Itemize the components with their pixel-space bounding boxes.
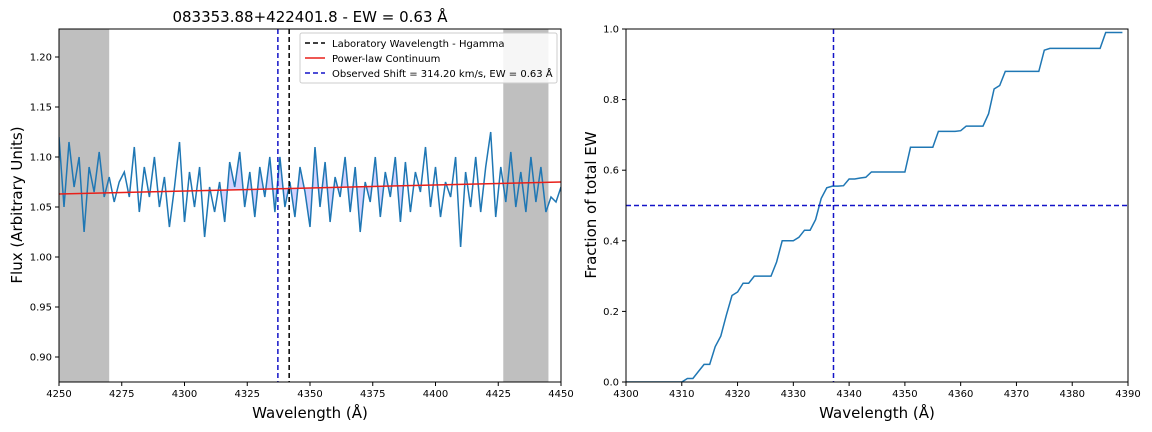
right-y-tick-label: 0.2 (603, 307, 619, 318)
right-x-tick-label: 4300 (613, 389, 638, 400)
right-x-ticks: 4300 4310 4320 4330 4340 4350 4360 4370 4380 4390 (613, 382, 1141, 400)
cumulative-ew-panel: 4300 4310 4320 4330 4340 4350 4360 4370 4380 4390… (582, 25, 1141, 423)
left-y-tick-label: 1.20 (30, 53, 52, 64)
left-x-tick-label: 4250 (46, 389, 71, 400)
left-y-tick-label: 0.95 (30, 303, 52, 314)
right-y-axis-label: Fraction of total EW (582, 131, 600, 278)
left-x-tick-label: 4450 (548, 389, 573, 400)
legend-entry-lab: Laboratory Wavelength - Hgamma (332, 39, 505, 50)
left-x-tick-label: 4275 (109, 389, 134, 400)
left-x-ticks: 4250 4275 4300 4325 4350 4375 4400 4425 4450 (46, 382, 574, 400)
spectrum-panel: 4250 4275 4300 4325 4350 4375 4400 4425 4450 0.9… (8, 7, 574, 422)
legend-box (299, 32, 558, 84)
left-x-tick-label: 4325 (235, 389, 260, 400)
spectrum-lines (59, 29, 561, 382)
right-x-tick-label: 4390 (1115, 389, 1140, 400)
left-chart-title: 083353.88+422401.8 - EW = 0.63 Å (172, 7, 448, 26)
left-y-tick-label: 1.10 (30, 153, 52, 164)
left-y-axis-label: Flux (Arbitrary Units) (8, 126, 26, 283)
left-y-tick-label: 0.90 (30, 353, 52, 364)
right-x-tick-label: 4380 (1059, 389, 1084, 400)
right-y-tick-label: 0.0 (603, 378, 619, 389)
left-y-tick-label: 1.15 (30, 103, 52, 114)
excluded-region-0 (59, 29, 110, 382)
left-y-tick-label: 1.05 (30, 203, 52, 214)
left-x-axis-label: Wavelength (Å) (252, 403, 368, 422)
right-x-tick-label: 4340 (836, 389, 861, 400)
legend-entry-observed: Observed Shift = 314.20 km/s, EW = 0.63 … (332, 67, 553, 80)
cumulative-lines (626, 29, 1128, 382)
right-axes-frame (625, 28, 1129, 383)
right-x-tick-label: 4360 (948, 389, 973, 400)
cumulative-ew-line (626, 31, 1123, 382)
left-x-tick-label: 4375 (360, 389, 385, 400)
right-y-tick-label: 0.6 (603, 166, 619, 177)
left-x-tick-label: 4300 (172, 389, 197, 400)
continuum-line (59, 181, 561, 195)
right-y-tick-label: 1.0 (603, 25, 619, 36)
legend: Laboratory Wavelength - Hgamma Power-law… (299, 32, 558, 84)
spectrum-line (59, 131, 561, 248)
right-x-tick-label: 4310 (669, 389, 694, 400)
legend-entry-continuum: Power-law Continuum (332, 54, 440, 65)
right-x-tick-label: 4350 (892, 389, 917, 400)
right-x-tick-label: 4330 (781, 389, 806, 400)
left-x-tick-label: 4350 (297, 389, 322, 400)
right-x-tick-label: 4370 (1004, 389, 1029, 400)
right-y-tick-label: 0.4 (603, 236, 619, 247)
right-y-ticks: 0.0 0.2 0.4 0.6 0.8 1.0 (603, 25, 626, 389)
right-x-axis-label: Wavelength (Å) (819, 403, 935, 422)
right-y-tick-label: 0.8 (603, 95, 619, 106)
left-x-tick-label: 4425 (486, 389, 511, 400)
left-y-tick-label: 1.00 (30, 253, 52, 264)
left-y-ticks: 0.90 0.95 1.00 1.05 1.10 1.15 1.20 (30, 53, 59, 364)
left-x-tick-label: 4400 (423, 389, 448, 400)
right-x-tick-label: 4320 (725, 389, 750, 400)
